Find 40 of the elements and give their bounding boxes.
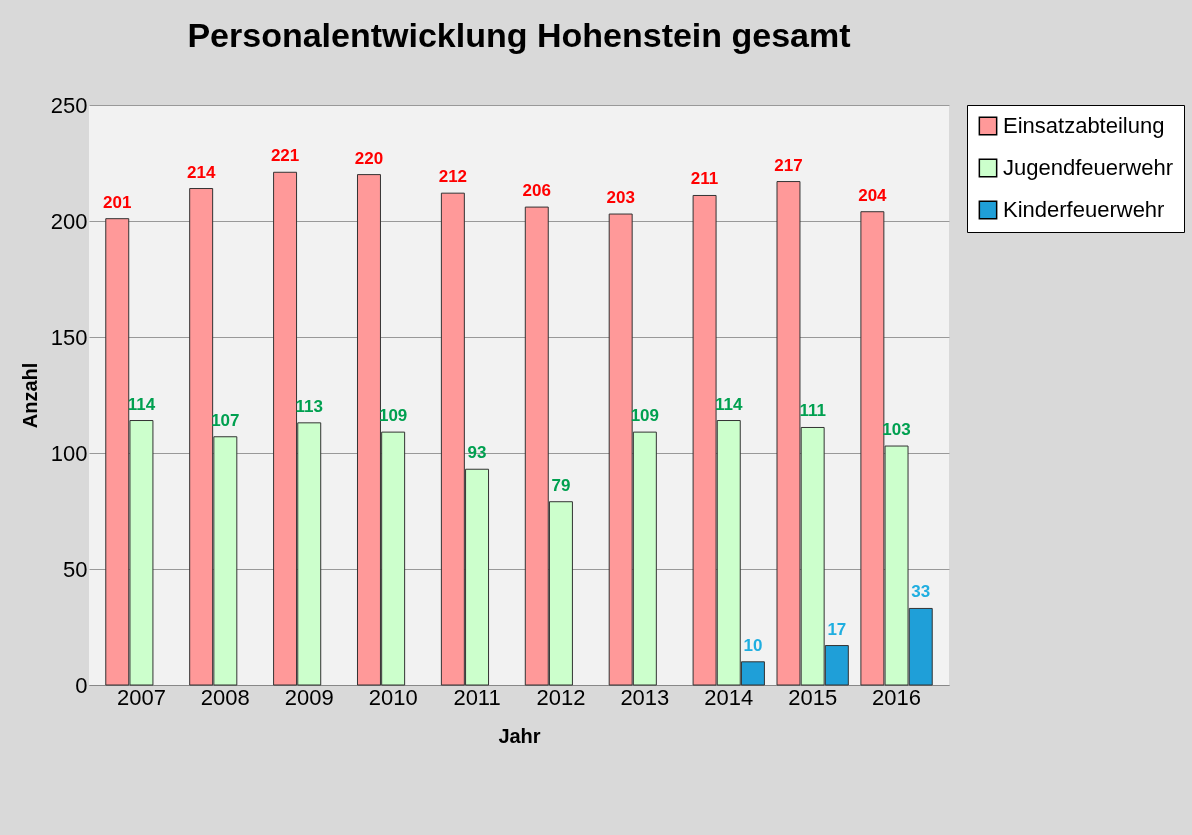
data-label: 211 [690, 169, 719, 189]
x-tick-label: 2015 [788, 684, 838, 710]
data-label: 220 [354, 148, 384, 168]
x-tick-label: 2013 [620, 684, 670, 710]
y-tick-label: 100 [50, 440, 88, 466]
x-tick-label: 2009 [284, 684, 334, 710]
legend-label: Einsatzabteilung [1003, 113, 1165, 138]
x-tick-label: 2016 [872, 684, 922, 710]
y-tick-label: 250 [50, 92, 88, 118]
y-tick-label: 200 [50, 208, 88, 234]
data-label: 203 [606, 188, 635, 208]
data-label: 79 [551, 475, 571, 495]
x-tick-label: 2007 [116, 684, 166, 710]
data-label: 17 [827, 619, 847, 639]
y-tick-label: 0 [75, 672, 88, 698]
legend-label: Kinderfeuerwehr [1003, 197, 1165, 222]
x-axis-title: Jahr [498, 724, 541, 747]
data-label: 10 [743, 635, 763, 655]
x-tick-label: 2011 [453, 684, 501, 710]
data-label: 217 [774, 155, 803, 175]
data-label: 93 [467, 443, 487, 463]
data-label: 214 [186, 162, 216, 182]
data-label: 212 [438, 167, 468, 187]
y-axis-title: Anzahl [18, 362, 41, 429]
y-tick-label: 150 [50, 324, 88, 350]
y-tick-label: 50 [63, 556, 88, 582]
data-label: 201 [103, 192, 132, 212]
data-label: 206 [522, 181, 551, 201]
data-label: 114 [715, 394, 744, 414]
x-tick-label: 2008 [200, 684, 250, 710]
data-label: 33 [911, 582, 931, 602]
legend-label: Jugendfeuerwehr [1003, 155, 1174, 180]
data-label: 204 [858, 185, 888, 205]
x-tick-label: 2010 [368, 684, 418, 710]
data-label: 109 [630, 406, 660, 426]
x-tick-label: 2012 [536, 684, 586, 710]
data-label: 111 [799, 401, 826, 421]
x-tick-label: 2014 [704, 684, 754, 710]
chart-title: Personalentwicklung Hohenstein gesamt [187, 16, 851, 54]
data-label: 221 [270, 146, 300, 166]
